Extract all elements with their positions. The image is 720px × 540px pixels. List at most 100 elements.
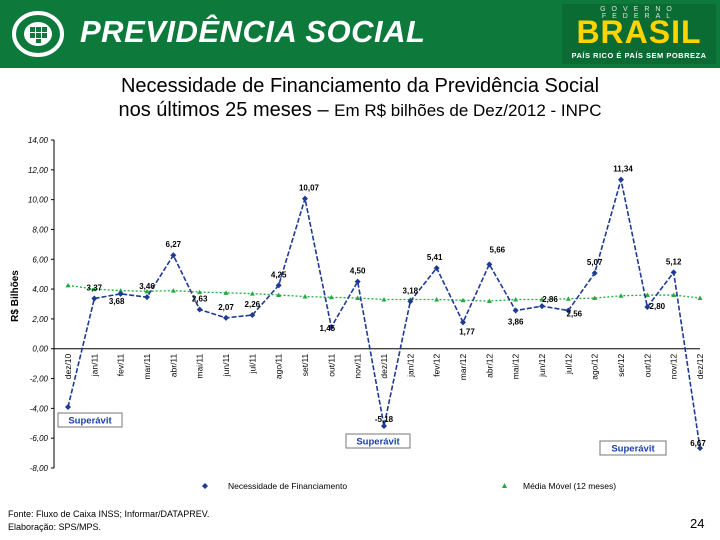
x-tick-label: ago/11 [274,353,284,379]
previdencia-logo-icon [12,11,64,57]
financing-point [565,307,572,314]
y-tick-label: 12,00 [28,166,49,175]
title-line2-main: nos últimos 25 meses – [118,99,335,121]
superavit-annotation-label: Superávit [611,444,655,455]
data-label: 6,27 [166,240,182,249]
financing-point [697,445,703,452]
brasil-wordmark: BRASIL [576,14,702,50]
slide-title: Necessidade de Financiamento da Previdên… [0,74,720,123]
legend-financing-marker [202,483,208,489]
data-label: 1,45 [320,324,336,333]
financing-point [354,278,361,285]
moving-average-point [197,289,203,295]
financing-point [196,306,203,313]
x-tick-label: fev/11 [116,353,126,376]
legend-moving-average-marker [502,483,507,488]
data-label: 2,80 [650,302,666,311]
financing-point [644,303,651,310]
x-tick-label: mai/12 [511,353,521,379]
financing-point [144,294,150,301]
data-label: 5,41 [427,253,443,262]
data-label: 2,56 [567,310,583,319]
x-tick-label: jun/11 [221,353,231,377]
financing-point [223,314,229,321]
financing-point [618,176,624,183]
data-label: 3,86 [508,318,524,327]
x-tick-label: mar/11 [142,353,152,379]
moving-average-point [91,286,97,292]
brand-title: PREVIDÊNCIA SOCIAL [80,14,426,49]
financing-point [302,195,308,202]
moving-average-point [381,297,387,302]
moving-average-point [671,292,677,298]
x-tick-label: set/11 [300,353,310,376]
x-tick-label: ago/12 [590,353,600,379]
superavit-annotation-box [345,433,411,449]
moving-average-point [144,288,150,294]
data-label: 2,26 [245,300,261,309]
moving-average-point [513,297,519,302]
x-tick-label: fev/12 [432,353,442,376]
moving-average-point [65,282,71,288]
legend-moving-average-label: Média Móvel (12 meses) [523,481,616,491]
superavit-annotation-box [57,412,123,428]
y-tick-label: 0,00 [32,345,48,354]
x-tick-label: out/11 [326,353,336,376]
financing-point [249,312,256,319]
y-tick-label: -8,00 [30,464,49,473]
x-tick-label: dez/11 [379,353,389,378]
moving-average-point [460,297,466,303]
data-label: 5,12 [666,257,682,266]
moving-average-point [223,290,229,295]
data-label: 11,34 [613,165,633,174]
data-label: 3,37 [87,283,103,292]
source-note: Fonte: Fluxo de Caixa INSS; Informar/DAT… [8,508,209,534]
moving-average-point [118,288,124,293]
financing-point [117,290,124,297]
y-tick-label: -4,00 [30,404,49,413]
financing-point [433,265,440,272]
x-tick-label: abr/12 [484,353,494,377]
data-label: 10,07 [299,184,320,193]
data-label: 3,46 [139,282,155,291]
financing-point [512,307,519,314]
financing-point [170,252,177,259]
moving-average-point [328,294,334,300]
moving-average-point [355,295,361,301]
x-tick-label: abr/11 [168,353,178,377]
x-tick-label: jan/12 [405,353,415,377]
x-tick-label: nov/12 [669,353,679,379]
financing-point [328,324,335,331]
financing-point [539,303,545,310]
x-tick-label: nov/11 [353,353,363,378]
moving-average-point [697,295,703,301]
moving-average-point [618,293,624,298]
legend-financing-label: Necessidade de Financiamento [228,481,347,491]
financing-point [670,269,677,276]
financing-point [407,298,414,305]
x-tick-label: out/12 [642,353,652,377]
line-chart: -8,00 -6,00 -4,00 -2,00 0,00 2,00 4,00 6,00 8,00… [10,136,706,491]
superavit-annotation-label: Superávit [68,416,112,427]
x-tick-label: dez/10 [63,353,73,379]
source-text: Fonte: Fluxo de Caixa INSS; Informar/DAT… [8,509,210,519]
x-tick-label: dez/12 [695,353,705,379]
financing-point [275,282,282,289]
y-tick-label: 10,00 [28,196,49,205]
y-tick-label: -2,00 [30,375,49,384]
y-tick-label: 2,00 [31,315,48,324]
data-label: -5,18 [375,415,394,424]
title-line1: Necessidade de Financiamento da Previdên… [120,75,600,97]
data-label: 6,67 [690,439,706,448]
moving-average-point [486,298,492,304]
x-tick-label: jul/11 [247,353,257,374]
elaboration-text: Elaboração: SPS/MPS. [8,522,102,532]
x-tick-label: set/12 [616,353,626,376]
data-label: 3,18 [403,286,419,295]
moving-average-point [644,292,650,298]
gov-slogan: PAÍS RICO É PAÍS SEM POBREZA [571,51,707,60]
y-tick-label: 6,00 [32,255,48,264]
data-label: 2,86 [542,295,558,304]
y-axis-label: R$ Bilhões [10,270,21,322]
superavit-annotation-label: Superávit [356,437,400,448]
